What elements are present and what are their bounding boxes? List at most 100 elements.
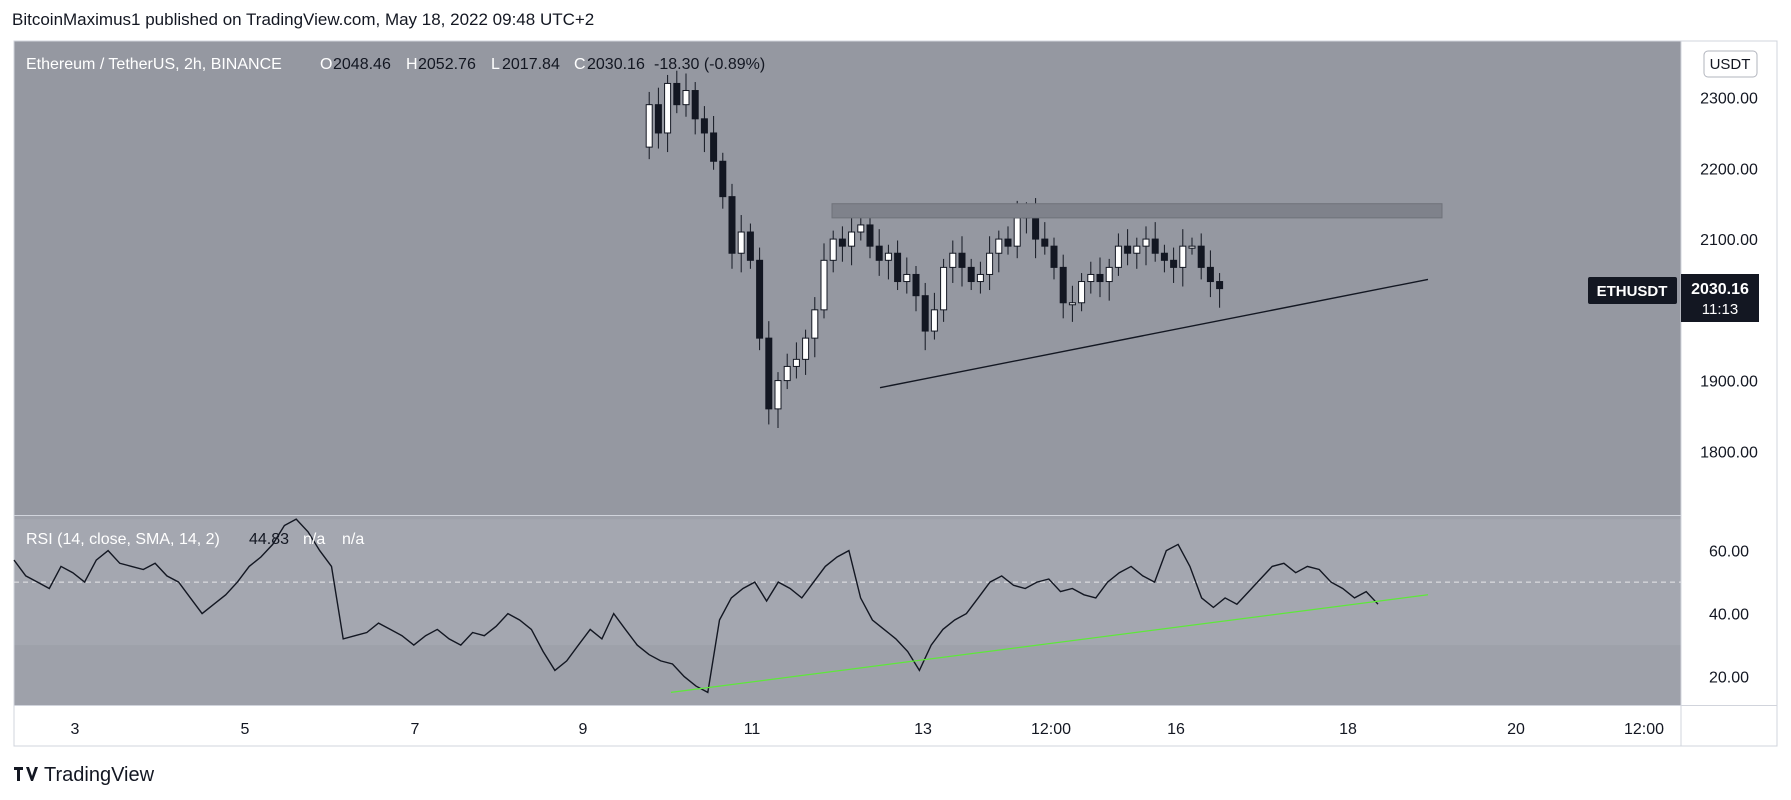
rsi-tick: 40.00 [1709, 607, 1749, 624]
candle [940, 258, 948, 322]
candle-body [1050, 245, 1058, 268]
candle-body [995, 238, 1003, 254]
candle-body [802, 337, 810, 360]
candle-body [654, 104, 662, 134]
candle [930, 292, 938, 340]
time-tick: 5 [241, 721, 250, 738]
candle-body [884, 252, 892, 261]
candle-body [1188, 245, 1196, 249]
candle [1105, 258, 1113, 301]
candle [1004, 226, 1012, 255]
candle-body [1170, 259, 1178, 268]
price-tick: 1900.00 [1700, 374, 1758, 391]
time-axis-ticks[interactable]: 3 5 7 9 11 13 12:00 16 18 20 12:00 [71, 721, 1665, 738]
resistance-zone[interactable] [831, 203, 1443, 219]
rsi-tick: 20.00 [1709, 670, 1749, 687]
candle [1133, 237, 1141, 269]
candle-body [783, 365, 791, 382]
candle-body [1216, 281, 1224, 290]
ohlc-open-label: O [320, 56, 332, 73]
candle [700, 106, 708, 153]
candle-body [820, 259, 828, 311]
publisher-header: BitcoinMaximus1 published on TradingView… [12, 10, 595, 29]
rsi-trendline[interactable] [670, 594, 1429, 693]
candle-body [756, 259, 764, 339]
ascending-support-line[interactable] [879, 278, 1429, 389]
time-tick: 7 [411, 721, 420, 738]
candle [949, 240, 957, 283]
candle-body [848, 231, 856, 247]
candle [1206, 250, 1214, 298]
candle [1059, 254, 1067, 319]
candle [774, 372, 782, 428]
candle [673, 70, 681, 114]
candle-body [1087, 273, 1095, 283]
ohlc-change: -18.30 (-0.89%) [654, 56, 765, 73]
candle [1160, 244, 1168, 273]
candle [765, 321, 773, 425]
tradingview-logo-icon [14, 765, 38, 786]
candle [1142, 226, 1150, 266]
candle-body [673, 82, 681, 106]
candle [829, 230, 837, 273]
candle-body [710, 132, 718, 162]
ticker-badge [1588, 277, 1677, 304]
candle [792, 342, 800, 379]
candle [737, 215, 745, 273]
symbol-label[interactable]: Ethereum / TetherUS, 2h, BINANCE [26, 56, 282, 73]
candle-body [682, 90, 690, 106]
tradingview-brand[interactable]: TradingView [14, 762, 154, 788]
candle-body [930, 309, 938, 332]
candle-body [894, 252, 902, 283]
candle-body [792, 358, 800, 367]
price-tick: 1800.00 [1700, 444, 1758, 461]
candle-body [838, 238, 846, 247]
candle-body [700, 118, 708, 134]
candle-body [949, 252, 957, 268]
currency-badge[interactable] [1703, 50, 1758, 78]
candle [654, 87, 662, 149]
candle-body [728, 196, 736, 254]
candle-body [986, 252, 994, 275]
rsi-axis-ticks: 60.00 40.00 20.00 [1709, 544, 1749, 687]
time-tick: 18 [1339, 721, 1357, 738]
price-pane[interactable] [14, 41, 1681, 515]
candle [995, 230, 1003, 273]
candle [811, 297, 819, 358]
candle-body [1013, 217, 1021, 247]
candle [664, 74, 672, 153]
candle [986, 236, 994, 291]
candle [682, 73, 690, 117]
candle [1096, 257, 1104, 298]
candle-body [1133, 245, 1141, 254]
candle [976, 261, 984, 294]
rsi-label[interactable]: RSI (14, close, SMA, 14, 2) [26, 531, 220, 548]
candle [783, 353, 791, 390]
time-tick: 12:00 [1031, 721, 1071, 738]
chart-frame [13, 40, 1778, 747]
candle-body [691, 90, 699, 120]
candle [894, 240, 902, 291]
time-tick: 9 [579, 721, 588, 738]
candle-body [912, 273, 920, 297]
candle-body [1114, 245, 1122, 268]
candle-body [1160, 252, 1168, 261]
candle-body [1004, 238, 1012, 247]
candle-body [765, 337, 773, 410]
ticker-label: ETHUSDT [1597, 283, 1668, 300]
candle [756, 247, 764, 351]
candle [1216, 273, 1224, 308]
candle-body [857, 224, 865, 233]
candle [746, 223, 754, 269]
candle-body [664, 82, 672, 134]
candle [1151, 222, 1159, 262]
candle [1087, 261, 1095, 294]
bar-countdown: 11:13 [1702, 301, 1738, 318]
rsi-axis-panel[interactable] [1681, 516, 1777, 705]
candle [691, 82, 699, 135]
ohlc-high-value: 2052.76 [418, 56, 476, 73]
ohlc-close-value: 2030.16 [587, 56, 645, 73]
candle-body [774, 380, 782, 410]
ohlc-open-value: 2048.46 [333, 56, 391, 73]
